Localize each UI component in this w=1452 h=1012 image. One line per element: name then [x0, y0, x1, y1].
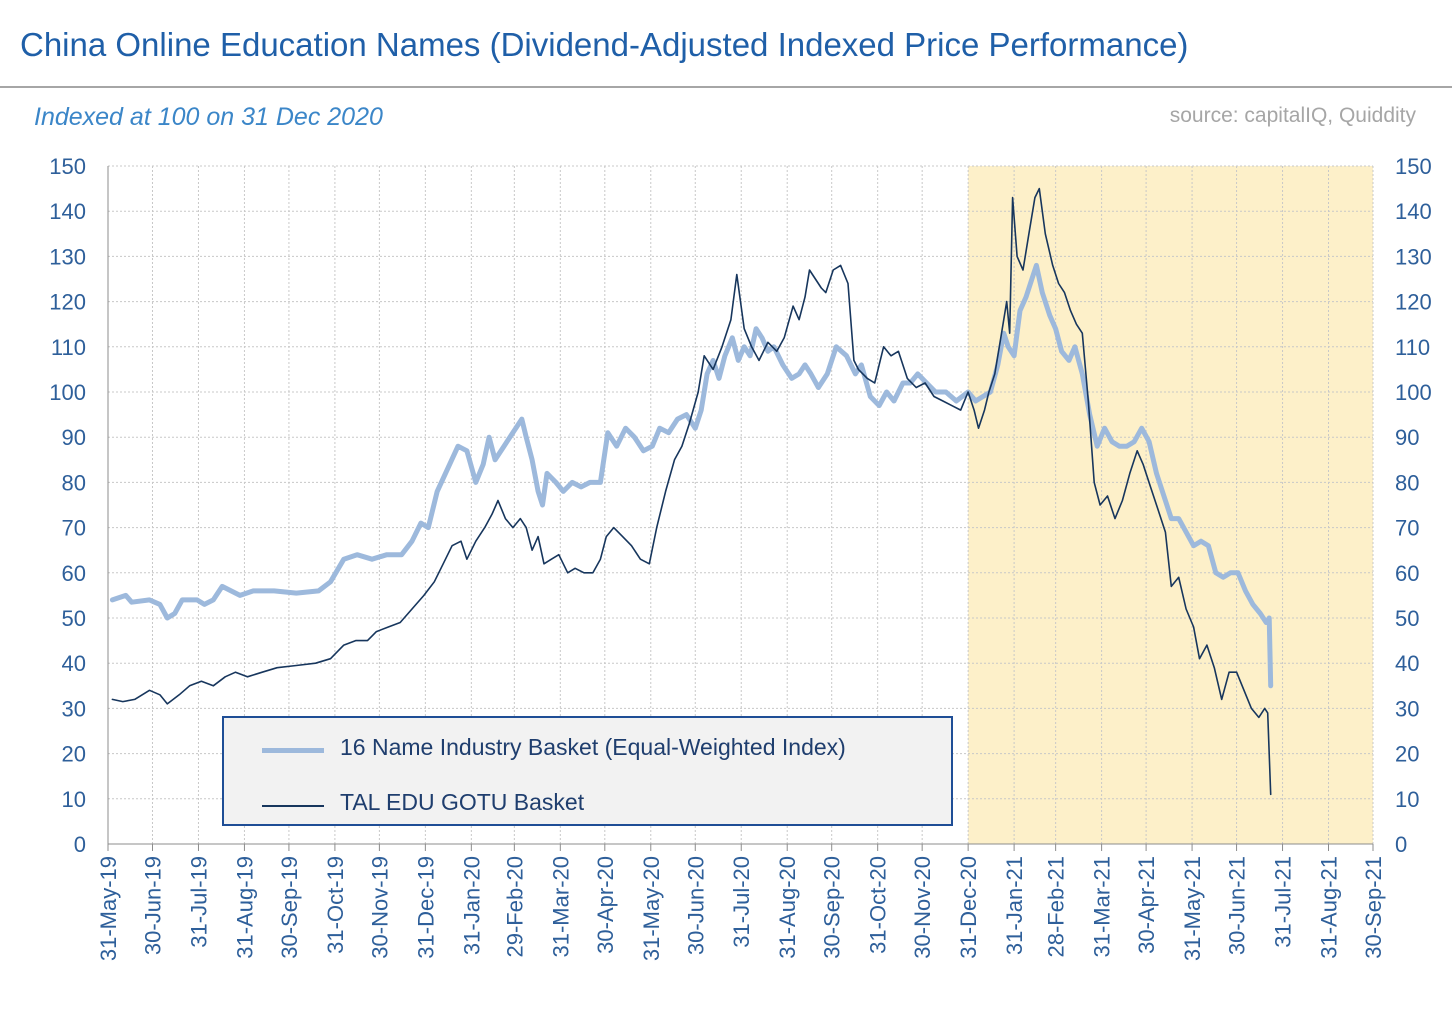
x-tick-label: 31-May-21	[1180, 856, 1205, 961]
x-tick-label: 31-May-19	[96, 856, 121, 961]
y-tick-label-right: 0	[1395, 832, 1407, 857]
x-tick-label: 29-Feb-20	[502, 856, 527, 958]
y-tick-label-left: 130	[49, 244, 86, 269]
legend-label-industry: 16 Name Industry Basket (Equal-Weighted …	[340, 734, 846, 760]
x-tick-label: 31-Aug-20	[775, 856, 800, 959]
x-tick-label: 31-Dec-20	[956, 856, 981, 959]
y-tick-label-left: 80	[62, 470, 86, 495]
x-tick-label: 30-Sep-20	[820, 856, 845, 959]
y-tick-label-left: 10	[62, 787, 86, 812]
y-tick-label-right: 20	[1395, 742, 1419, 767]
x-tick-label: 30-Jun-19	[140, 856, 165, 955]
y-tick-label-right: 100	[1395, 380, 1432, 405]
y-tick-label-right: 50	[1395, 606, 1419, 631]
y-tick-label-right: 120	[1395, 290, 1432, 315]
y-tick-label-left: 0	[74, 832, 86, 857]
y-tick-label-left: 120	[49, 290, 86, 315]
axes	[107, 166, 1374, 851]
y-tick-label-right: 90	[1395, 425, 1419, 450]
chart-subtitle: Indexed at 100 on 31 Dec 2020	[34, 103, 383, 131]
y-axis-left-ticks: 0 10 20 30 40 50 60 70 80 90 100 110 120 130 140 150	[49, 154, 86, 857]
y-tick-label-right: 80	[1395, 470, 1419, 495]
y-tick-label-left: 60	[62, 561, 86, 586]
y-tick-label-right: 10	[1395, 787, 1419, 812]
y-tick-label-right: 40	[1395, 651, 1419, 676]
x-tick-label: 30-Sep-19	[277, 856, 302, 959]
legend-swatch-industry	[262, 748, 324, 753]
x-tick-label: 31-Jul-19	[186, 856, 211, 948]
highlight-region	[968, 166, 1373, 844]
legend-label-tal: TAL EDU GOTU Basket	[340, 789, 585, 815]
x-tick-label: 31-Mar-20	[548, 856, 573, 957]
x-tick-label: 30-Apr-20	[593, 856, 618, 954]
y-tick-label-left: 100	[49, 380, 86, 405]
x-tick-label: 30-Apr-21	[1134, 856, 1159, 954]
x-tick-label: 30-Jun-20	[683, 856, 708, 955]
y-tick-label-right: 110	[1395, 335, 1430, 360]
legend-item-industry: 16 Name Industry Basket (Equal-Weighted …	[224, 730, 951, 770]
y-tick-label-left: 140	[49, 199, 86, 224]
source-note: source: capitalIQ, Quiddity	[1169, 104, 1416, 127]
series-line-tal-edu-gotu	[111, 187, 1272, 796]
x-tick-label: 31-Jan-20	[459, 856, 484, 955]
legend: 16 Name Industry Basket (Equal-Weighted …	[222, 716, 953, 826]
highlight-region-layer	[968, 166, 1373, 844]
x-tick-label: 30-Nov-19	[367, 856, 392, 959]
x-tick-label: 31-Jul-20	[729, 856, 754, 948]
y-tick-label-right: 60	[1395, 561, 1419, 586]
x-tick-label: 28-Feb-21	[1044, 856, 1069, 958]
chart-title: China Online Education Names (Dividend-A…	[20, 26, 1189, 63]
x-tick-label: 30-Jun-21	[1225, 856, 1250, 955]
y-tick-label-right: 140	[1395, 199, 1432, 224]
y-tick-label-left: 20	[62, 742, 86, 767]
x-tick-label: 31-Aug-19	[232, 856, 257, 959]
x-tick-label: 31-Mar-21	[1090, 856, 1115, 957]
x-tick-label: 31-Jul-21	[1271, 856, 1296, 948]
x-tick-label: 31-Oct-19	[323, 856, 348, 954]
y-tick-label-left: 70	[62, 516, 86, 541]
x-tick-label: 30-Nov-20	[910, 856, 935, 959]
y-tick-label-right: 70	[1395, 516, 1419, 541]
legend-item-tal: TAL EDU GOTU Basket	[224, 785, 951, 825]
y-tick-label-left: 40	[62, 651, 86, 676]
y-tick-label-left: 30	[62, 696, 86, 721]
legend-swatch-tal	[262, 805, 324, 807]
x-tick-label: 31-May-20	[639, 856, 664, 961]
x-tick-label: 31-Aug-21	[1317, 856, 1342, 959]
x-axis-ticks: 31-May-19 30-Jun-19 31-Jul-19 31-Aug-19 30-S…	[96, 856, 1386, 961]
series-line-industry-basket	[109, 262, 1274, 689]
title-divider	[0, 86, 1452, 88]
y-tick-label-right: 130	[1395, 244, 1432, 269]
x-tick-label: 31-Dec-19	[413, 856, 438, 959]
y-tick-label-right: 30	[1395, 696, 1419, 721]
y-tick-label-left: 90	[62, 425, 86, 450]
x-tick-label: 31-Jan-21	[1002, 856, 1027, 955]
x-tick-label: 30-Sep-21	[1361, 856, 1386, 959]
y-axis-right-ticks: 0 10 20 30 40 50 60 70 80 90 100 110 120 130 140 150	[1395, 154, 1432, 857]
y-tick-label-right: 150	[1395, 154, 1432, 179]
y-tick-label-left: 50	[62, 606, 86, 631]
y-tick-label-left: 110	[51, 335, 86, 360]
x-tick-label: 31-Oct-20	[866, 856, 891, 954]
series-lines	[109, 187, 1274, 796]
y-tick-label-left: 150	[49, 154, 86, 179]
